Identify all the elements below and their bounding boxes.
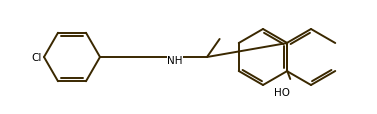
Text: HO: HO: [274, 87, 290, 97]
Text: Cl: Cl: [32, 53, 42, 62]
Text: NH: NH: [167, 56, 183, 65]
